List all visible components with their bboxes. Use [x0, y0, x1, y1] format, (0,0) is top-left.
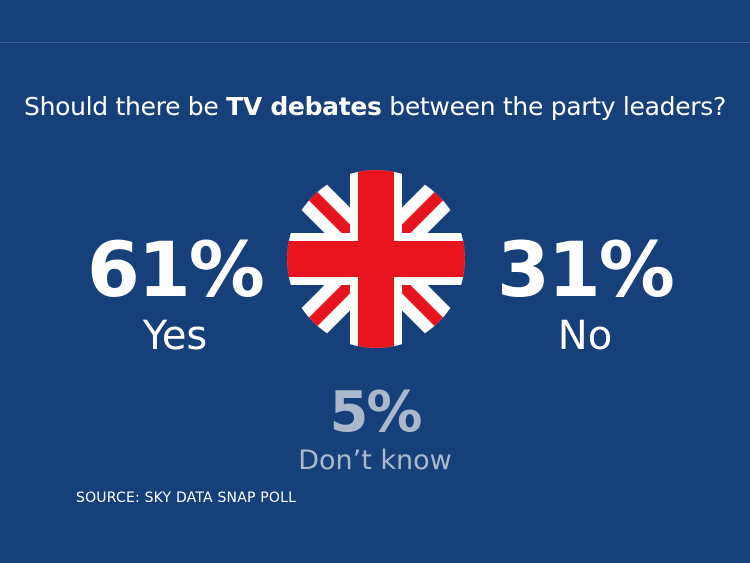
yes-label: Yes — [142, 313, 208, 359]
no-label: No — [557, 313, 613, 359]
flag-body — [287, 170, 465, 348]
dont-know-label: Don’t know — [298, 445, 452, 476]
question-text-start: Should there be — [24, 92, 227, 121]
question-text-end: between the party leaders? — [381, 92, 726, 121]
question-text-bold: TV debates — [226, 92, 382, 121]
dont-know-percent: 5% — [329, 380, 422, 445]
dont-know-stat: 5% Don’t know — [230, 380, 520, 476]
question-title: Should there be TV debates between the p… — [0, 92, 750, 121]
no-stat: 31% No — [470, 225, 700, 359]
union-jack-icon — [287, 170, 465, 348]
no-percent: 31% — [497, 225, 675, 314]
yes-percent: 61% — [87, 225, 265, 314]
top-divider — [0, 42, 750, 43]
flag-red-horizontal — [287, 241, 465, 277]
yes-stat: 61% Yes — [60, 225, 290, 359]
source-note: SOURCE: SKY DATA SNAP POLL — [76, 490, 297, 506]
